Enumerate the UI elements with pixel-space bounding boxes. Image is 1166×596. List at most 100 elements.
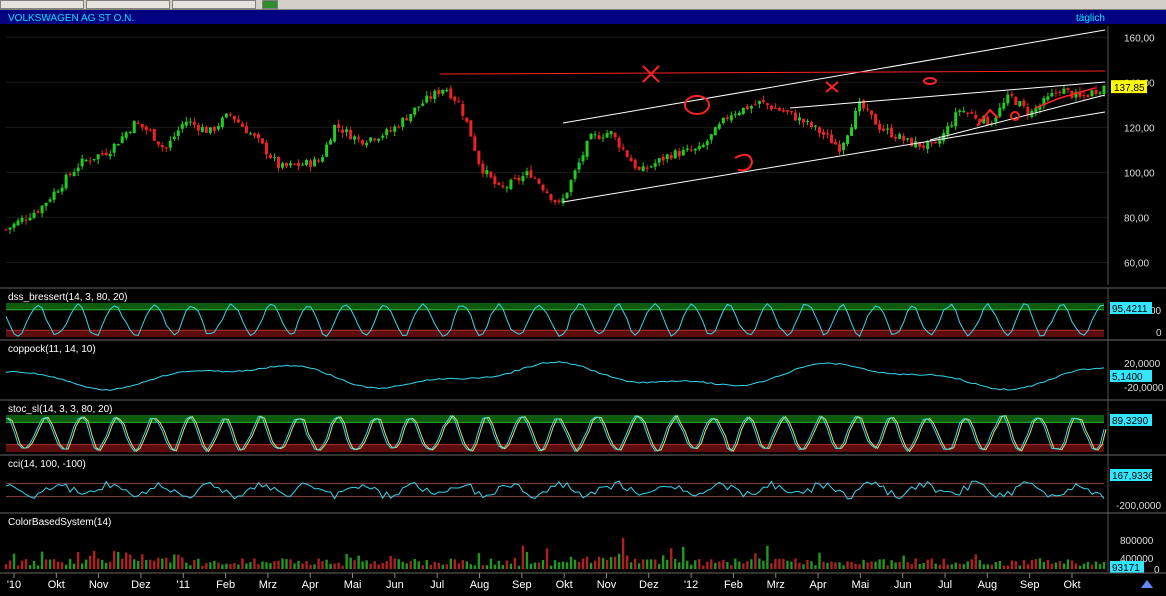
price-candle <box>172 132 176 142</box>
price-candle <box>325 142 329 158</box>
price-candle <box>1002 97 1006 111</box>
time-tick-label: Mrz <box>259 579 277 591</box>
time-tick-label: Apr <box>810 579 827 591</box>
volume-bar <box>734 558 737 569</box>
volume-bar <box>878 559 881 569</box>
price-candle <box>821 128 825 140</box>
price-candle <box>657 157 661 167</box>
toolbar-indicator-icon[interactable] <box>262 0 278 9</box>
volume-bar <box>1022 560 1026 569</box>
volume-bar <box>477 553 481 569</box>
price-candle <box>397 124 401 129</box>
volume-bar <box>537 562 541 569</box>
volume-bar <box>782 558 785 569</box>
annotation-circle <box>923 77 937 85</box>
price-candle <box>248 131 252 136</box>
chart-window[interactable]: VOLKSWAGEN AG ST O.N. täglich 60,00 80,00… <box>0 10 1166 596</box>
price-candle <box>272 153 276 162</box>
trendline-upper-inner[interactable] <box>789 81 1106 109</box>
volume-bar <box>641 559 645 569</box>
volume-bar <box>994 562 998 569</box>
price-candle <box>228 112 232 117</box>
volume-bar <box>88 555 92 569</box>
price-candle <box>926 139 930 154</box>
volume-bar <box>145 560 148 569</box>
indicator-tick-label: 20,0000 <box>1124 359 1161 370</box>
price-candle <box>301 162 305 166</box>
volume-bar <box>68 558 72 569</box>
cci-pane[interactable]: cci(14, 100, -100) -200,0000 167,9336 <box>0 454 1166 513</box>
price-candle <box>705 138 709 150</box>
price-candle <box>1058 90 1062 97</box>
volume-bar <box>1014 561 1018 569</box>
volume-bar <box>16 565 20 569</box>
volume-bar <box>36 565 40 569</box>
price-candle <box>465 117 469 123</box>
price-candle <box>858 97 862 116</box>
volume-bar <box>706 561 709 569</box>
volume-bar <box>770 563 773 569</box>
volume-bar <box>678 562 681 569</box>
price-pane[interactable]: VOLKSWAGEN AG ST O.N. täglich 60,00 80,00… <box>0 10 1166 285</box>
volume-bar <box>802 564 805 569</box>
volume-bar <box>589 562 593 569</box>
price-candle <box>629 154 633 162</box>
time-tick-label: Sep <box>512 579 532 591</box>
volume-bar <box>301 563 304 569</box>
price-candle <box>785 109 789 115</box>
price-candle <box>970 109 974 115</box>
volume-bar <box>56 561 60 569</box>
scroll-arrow-icon[interactable] <box>1141 580 1153 588</box>
volume-bar <box>834 562 837 569</box>
annotation-cross-mark <box>642 65 660 83</box>
toolbar-tab[interactable] <box>172 0 256 9</box>
volume-bar <box>922 562 925 569</box>
price-candle <box>453 95 457 105</box>
volume-bar <box>273 561 276 569</box>
price-candle <box>188 117 192 126</box>
time-axis: '10 Okt Nov Dez '11 Feb Mrz Apr Mai Jun Jul Aug Sep O… <box>0 572 1166 591</box>
resistance-line[interactable] <box>439 70 1106 75</box>
price-candle <box>781 107 785 113</box>
volume-bar <box>525 551 529 569</box>
volume-bar <box>898 561 901 569</box>
volume-bar <box>133 559 136 569</box>
volume-bar <box>209 562 212 569</box>
volume-bar <box>806 559 809 569</box>
price-candle <box>986 115 990 126</box>
price-candle <box>617 135 621 153</box>
price-tick-label: 100,00 <box>1124 168 1155 179</box>
volume-bar <box>149 559 152 569</box>
price-candle <box>501 181 505 189</box>
trendline-upper-main[interactable] <box>562 29 1106 124</box>
price-candle <box>753 99 757 106</box>
toolbar-tab[interactable] <box>0 0 84 9</box>
price-candle <box>661 153 665 166</box>
price-candle <box>152 128 156 142</box>
last-value-box <box>1110 370 1152 382</box>
volume-bar <box>758 558 761 569</box>
trendline-lower-main[interactable] <box>562 111 1106 203</box>
price-candle <box>1094 85 1098 97</box>
price-candle <box>505 185 509 193</box>
toolbar-tab[interactable] <box>86 0 170 9</box>
time-tick-label: '12 <box>684 579 698 591</box>
indicator-tick-label: 0 <box>1156 328 1162 339</box>
price-candle <box>649 165 653 169</box>
toolbar-strip <box>0 0 1166 10</box>
stoc-sl-pane[interactable]: stoc_sl(14, 3, 3, 80, 20) 89,3290 <box>0 399 1166 455</box>
price-candle <box>365 140 369 148</box>
volume-bar <box>76 551 80 569</box>
volume-bar <box>461 560 465 569</box>
price-candle <box>533 175 537 179</box>
price-candle <box>701 142 705 148</box>
price-candle <box>485 165 489 178</box>
price-candle <box>281 161 285 170</box>
price-candle <box>689 145 693 153</box>
price-candle <box>737 110 741 117</box>
trendline-lower-inner[interactable] <box>929 94 1106 141</box>
volume-bar <box>509 563 513 569</box>
